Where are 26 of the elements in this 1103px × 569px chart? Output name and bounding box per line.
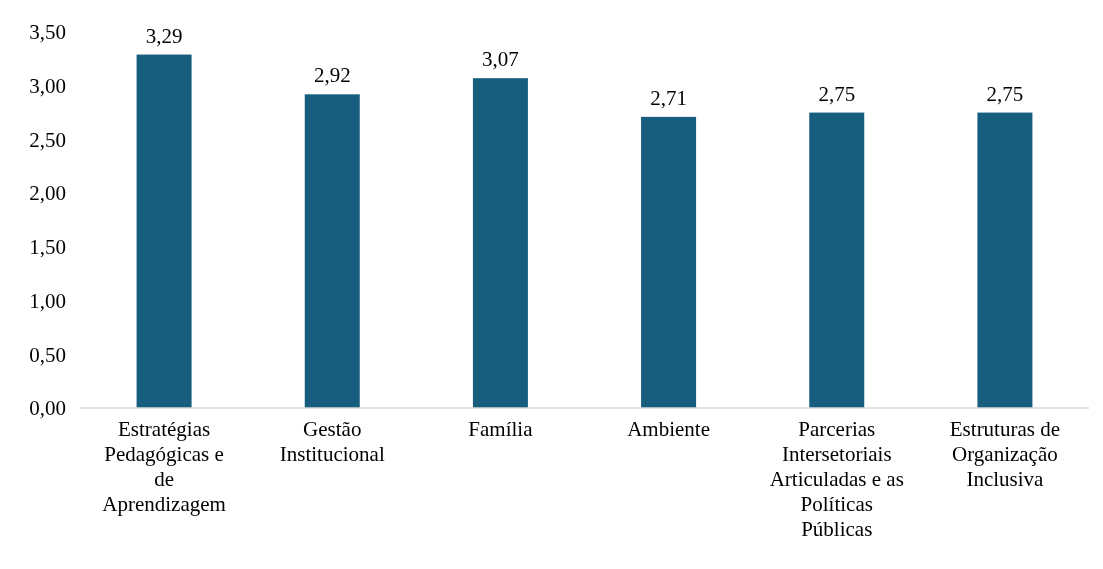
bar [472, 78, 528, 408]
bar [136, 54, 192, 408]
y-tick-label: 3,50 [29, 20, 66, 45]
data-label: 2,75 [986, 81, 1024, 106]
x-tick-label: Parcerias Intersetoriais Articuladas e as Políticas Públicas [769, 417, 904, 541]
data-label: 2,71 [650, 85, 687, 110]
data-label: 3,07 [482, 47, 519, 72]
data-label: 2,92 [313, 63, 351, 88]
y-tick-label: 2,50 [29, 127, 66, 152]
y-tick-label: 1,00 [29, 288, 66, 313]
y-tick-label: 0,50 [29, 342, 66, 367]
y-tick-label: 2,00 [29, 181, 66, 206]
bar [809, 112, 865, 408]
data-label: 2,75 [818, 81, 856, 106]
bar [304, 94, 360, 408]
data-label: 3,29 [145, 23, 183, 48]
y-tick-label: 0,00 [29, 396, 66, 421]
y-tick-label: 3,00 [29, 74, 66, 99]
x-tick-label: Gestão Institucional [279, 417, 385, 466]
bar [641, 116, 697, 408]
x-tick-label: Estruturas de Organização Inclusiva [949, 417, 1061, 491]
x-tick-label: Estratégias Pedagógicas e de Aprendizagem [102, 417, 226, 516]
x-tick-label: Família [468, 417, 534, 441]
x-tick-label: Ambiente [627, 417, 710, 441]
bar [977, 112, 1033, 408]
y-tick-label: 1,50 [29, 235, 66, 260]
